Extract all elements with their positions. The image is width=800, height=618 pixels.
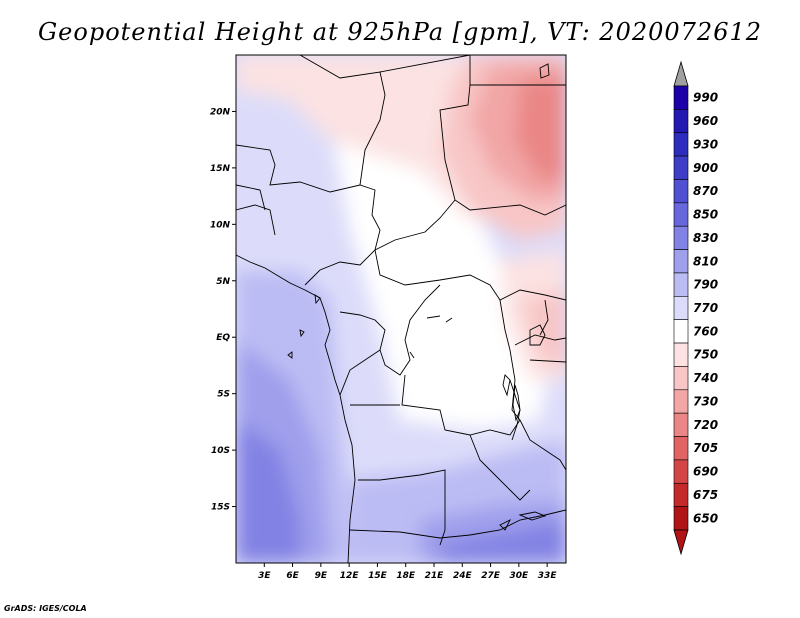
colorbar-label: 960	[693, 114, 718, 128]
colorbar-label: 720	[693, 418, 718, 432]
lon-tick-label: 3E	[258, 571, 271, 581]
colorbar-swatch	[673, 319, 689, 344]
lat-tick-label: 5S	[217, 390, 230, 400]
colorbar-swatch	[673, 506, 689, 531]
map-frame	[235, 54, 567, 564]
colorbar-swatch	[673, 412, 689, 437]
colorbar-label: 850	[693, 208, 718, 222]
lon-tick-label: 24E	[453, 571, 473, 581]
colorbar-swatch	[673, 109, 689, 134]
lat-tick-label: 5N	[216, 277, 230, 287]
colorbar-swatch	[673, 225, 689, 250]
lat-tick-label: EQ	[216, 333, 230, 343]
colorbar-swatch	[673, 155, 689, 180]
colorbar-swatch	[673, 296, 689, 320]
colorbar-label: 990	[693, 91, 718, 105]
latitude-axis: 20N 15N 10N 5N EQ 5S 10S 15S	[210, 107, 236, 513]
colorbar-swatch	[673, 342, 689, 367]
colorbar-label: 830	[693, 231, 718, 245]
colorbar: 990 960 930 900 870 850 830 810 790 770 760 750 740 7…	[673, 60, 718, 556]
colorbar-label: 770	[693, 301, 718, 315]
colorbar-bottom-arrow	[673, 529, 689, 556]
colorbar-label: 650	[693, 511, 718, 525]
colorbar-label: 810	[693, 254, 718, 268]
lon-tick-label: 12E	[340, 571, 360, 581]
lat-tick-label: 10S	[211, 446, 230, 456]
colorbar-swatch	[673, 482, 689, 507]
lon-tick-label: 33E	[538, 571, 558, 581]
longitude-axis: 3E 6E 9E 12E 15E 18E 21E 24E 27E 30E 33E	[258, 563, 557, 581]
colorbar-swatch	[673, 179, 689, 204]
colorbar-label: 690	[693, 465, 718, 479]
colorbar-label: 760	[693, 324, 718, 338]
lat-tick-label: 15S	[211, 503, 230, 513]
lon-tick-label: 18E	[396, 571, 416, 581]
colorbar-swatch	[673, 366, 689, 391]
colorbar-swatch	[673, 202, 689, 227]
colorbar-label: 730	[693, 394, 718, 408]
lon-tick-label: 9E	[315, 571, 328, 581]
lon-tick-label: 27E	[481, 571, 501, 581]
colorbar-label: 870	[693, 184, 718, 198]
colorbar-label: 900	[693, 161, 718, 175]
lat-tick-label: 15N	[210, 164, 231, 174]
colorbar-label: 750	[693, 348, 718, 362]
colorbar-top-arrow	[673, 60, 689, 87]
lon-tick-label: 15E	[368, 571, 388, 581]
colorbar-swatch	[673, 132, 689, 157]
chart-title: Geopotential Height at 925hPa [gpm], VT:…	[38, 18, 762, 46]
colorbar-label: 930	[693, 137, 718, 151]
geopotential-field	[236, 55, 566, 563]
colorbar-label: 675	[693, 488, 718, 502]
colorbar-swatch	[673, 436, 689, 461]
country-boundaries	[236, 55, 566, 563]
lon-tick-label: 30E	[510, 571, 530, 581]
colorbar-label: 740	[693, 371, 718, 385]
colorbar-swatch	[673, 249, 689, 274]
colorbar-label: 705	[693, 441, 718, 455]
lat-tick-label: 20N	[210, 107, 231, 117]
grads-credit: GrADS: IGES/COLA	[4, 604, 87, 613]
colorbar-swatch	[673, 85, 689, 110]
lat-tick-label: 10N	[210, 220, 231, 230]
colorbar-swatch	[673, 272, 689, 297]
colorbar-swatch	[673, 389, 689, 414]
colorbar-swatch	[673, 459, 689, 484]
lon-tick-label: 6E	[286, 571, 299, 581]
colorbar-label: 790	[693, 278, 718, 292]
lon-tick-label: 21E	[425, 571, 445, 581]
